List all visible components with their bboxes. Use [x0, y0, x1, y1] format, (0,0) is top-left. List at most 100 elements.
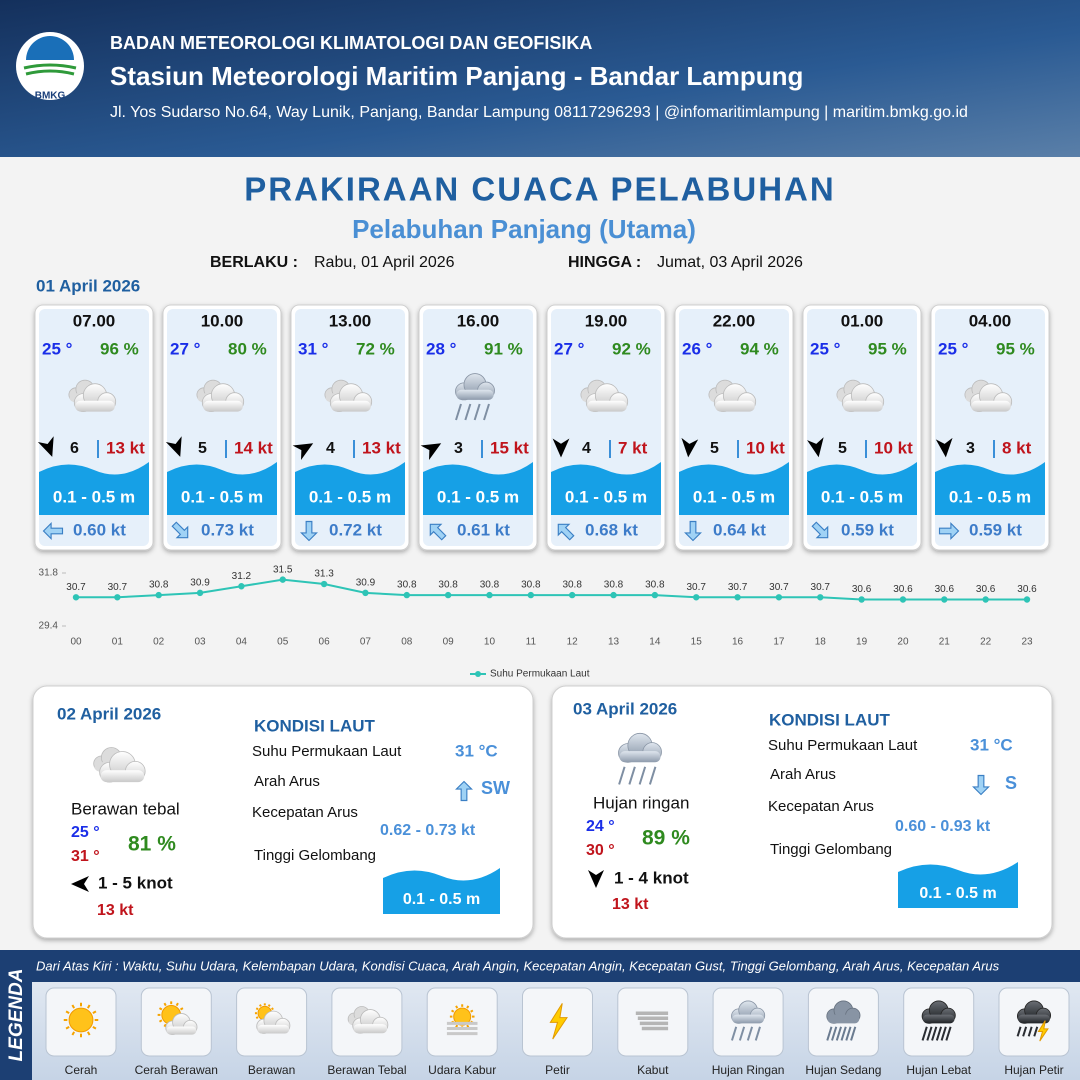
current-arrow: [811, 521, 829, 539]
sun-ray: [455, 1005, 459, 1009]
rain-drop: [826, 1026, 833, 1041]
rain-drop: [746, 1026, 754, 1041]
x-tick-label: 05: [277, 637, 289, 648]
data-label: 30.8: [149, 580, 169, 591]
data-label: 30.8: [438, 580, 458, 591]
wind-arrow: [292, 443, 314, 460]
rain-drop: [931, 1026, 938, 1041]
humidity: 72 %: [356, 339, 395, 358]
wind-arrow: [71, 876, 89, 892]
gust: 13 kt: [362, 438, 401, 457]
cloud-part: [353, 1024, 388, 1034]
y-tick-label: 31.8: [39, 568, 59, 579]
time: 10.00: [201, 311, 244, 330]
wind-arrow: [165, 436, 182, 457]
current-speed: 0.60 kt: [73, 520, 126, 539]
x-tick-label: 07: [360, 637, 372, 648]
sst-value: 31 °C: [455, 741, 498, 760]
wave-height: 0.1 - 0.5 m: [919, 885, 996, 902]
legend-top-bar: [0, 950, 1080, 982]
wave-height: 0.1 - 0.5 m: [53, 487, 135, 506]
wave-height: 0.1 - 0.5 m: [693, 487, 775, 506]
data-label: 30.9: [190, 578, 210, 589]
rain-drop: [1027, 1026, 1033, 1037]
weather-icon: [446, 1004, 478, 1036]
x-tick-label: 14: [649, 637, 661, 648]
address: Jl. Yos Sudarso No.64, Way Lunik, Panjan…: [110, 104, 968, 121]
sun-ray: [92, 1025, 97, 1030]
weather-icon: [964, 379, 1013, 413]
x-tick-label: 18: [815, 637, 827, 648]
sun: [453, 1007, 472, 1026]
data-label: 30.6: [852, 584, 872, 595]
sun-ray: [71, 1031, 76, 1036]
sea-heading: KONDISI LAUT: [254, 716, 376, 735]
gust: 10 kt: [874, 438, 913, 457]
legend-item: Hujan Lebat: [906, 1063, 971, 1077]
x-tick-label: 15: [691, 637, 703, 648]
sea-label: Arah Arus: [770, 766, 836, 783]
wind-speed: 5: [838, 440, 847, 457]
gust: 7 kt: [618, 438, 648, 457]
day-date: 02 April 2026: [57, 704, 161, 723]
cloud-part: [331, 400, 371, 412]
sst-point: [568, 591, 576, 599]
sun-ray: [455, 1024, 459, 1028]
humidity: 89 %: [642, 827, 690, 850]
wind-speed: 6: [70, 440, 79, 457]
wind-speed: 5: [198, 440, 207, 457]
gust: 13 kt: [97, 902, 134, 919]
data-label: 30.8: [562, 580, 582, 591]
legend-description: Dari Atas Kiri : Waktu, Suhu Udara, Kele…: [36, 958, 1000, 973]
header-band: [0, 0, 1080, 157]
weather: Berawan tebal: [71, 799, 180, 818]
cloud-part: [75, 400, 115, 412]
sun-ray: [271, 1007, 274, 1011]
wind-arrow: [420, 443, 442, 460]
rain-drop: [850, 1026, 857, 1041]
cloud-part: [619, 751, 661, 763]
sun-ray: [255, 1016, 259, 1019]
sun-ray: [163, 1002, 167, 1007]
humidity: 94 %: [740, 339, 779, 358]
weather-icon: [618, 732, 662, 785]
sun-ray: [86, 1031, 91, 1036]
x-tick-label: 04: [236, 637, 248, 648]
current-speed: 0.73 kt: [201, 520, 254, 539]
sst-point: [155, 591, 162, 599]
logo-mark: [26, 36, 74, 60]
weather-icon: [68, 379, 117, 413]
sst-point: [899, 596, 907, 603]
sst-point: [693, 594, 700, 601]
wind-arrow: [588, 870, 604, 888]
sun-ray: [180, 1007, 184, 1011]
sea-heading: KONDISI LAUT: [769, 710, 891, 729]
humidity: 91 %: [484, 339, 523, 358]
sst-point: [486, 591, 493, 599]
wind-speed: 5: [710, 440, 719, 457]
wave-height: 0.1 - 0.5 m: [403, 891, 480, 908]
rain-drop: [945, 1026, 952, 1041]
weather-icon: [635, 1011, 669, 1031]
sst-point: [817, 594, 824, 601]
gust: 10 kt: [746, 438, 785, 457]
time: 01.00: [841, 311, 884, 330]
wind-speed: 3: [966, 440, 975, 457]
rain-drop: [473, 403, 481, 421]
rain-drop: [628, 766, 636, 785]
sun-ray: [71, 1004, 76, 1009]
sst-point: [651, 591, 659, 599]
current-direction: SW: [481, 778, 510, 798]
current-arrow: [429, 523, 447, 541]
data-label: 30.6: [976, 584, 996, 595]
sst-line: [76, 578, 1027, 601]
cloud-part: [715, 400, 755, 412]
sea-label: Arah Arus: [254, 773, 320, 790]
sst-point: [238, 583, 245, 590]
weather-icon: [549, 1003, 568, 1040]
cloud-part: [166, 1026, 197, 1035]
sst-point: [941, 596, 948, 603]
data-label: 31.3: [314, 569, 334, 580]
sea-label: Kecepatan Arus: [768, 798, 874, 815]
